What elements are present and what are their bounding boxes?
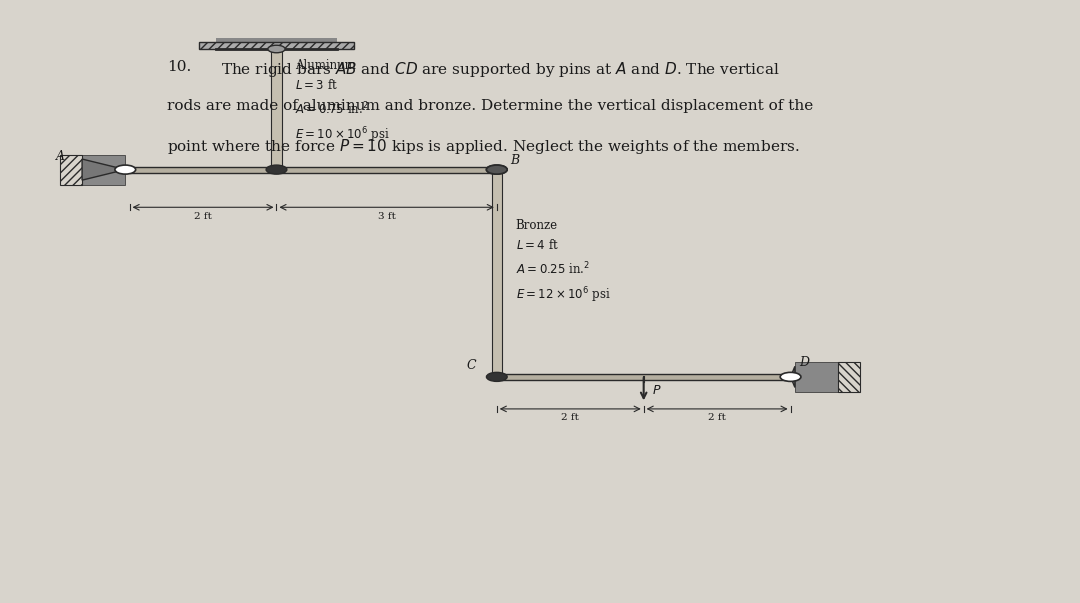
- Polygon shape: [82, 159, 125, 180]
- Text: 2 ft: 2 ft: [708, 413, 726, 422]
- FancyBboxPatch shape: [497, 374, 791, 380]
- Text: rods are made of aluminum and bronze. Determine the vertical displacement of the: rods are made of aluminum and bronze. De…: [167, 99, 813, 113]
- FancyBboxPatch shape: [130, 166, 497, 172]
- Text: The rigid bars $AB$ and $CD$ are supported by pins at $A$ and $D$. The vertical: The rigid bars $AB$ and $CD$ are support…: [221, 60, 780, 80]
- Text: 2 ft: 2 ft: [562, 413, 579, 422]
- Text: 2 ft: 2 ft: [194, 212, 212, 221]
- Polygon shape: [791, 366, 795, 388]
- Text: point where the force $P = 10$ kips is applied. Neglect the weights of the membe: point where the force $P = 10$ kips is a…: [167, 137, 800, 157]
- Circle shape: [486, 372, 508, 382]
- Text: D: D: [799, 356, 809, 368]
- Text: B: B: [510, 154, 518, 167]
- FancyBboxPatch shape: [216, 37, 337, 49]
- Text: C: C: [467, 359, 476, 372]
- Text: Aluminum
$L = 3$ ft
$A = 0.75$ in.$^2$
$E = 10 \times 10^6$ psi: Aluminum $L = 3$ ft $A = 0.75$ in.$^2$ $…: [296, 58, 390, 145]
- Circle shape: [780, 372, 801, 382]
- Text: 10.: 10.: [167, 60, 191, 74]
- FancyBboxPatch shape: [82, 154, 125, 185]
- FancyBboxPatch shape: [271, 49, 282, 169]
- Circle shape: [268, 45, 285, 52]
- Text: A: A: [56, 150, 65, 163]
- Circle shape: [486, 165, 508, 174]
- FancyBboxPatch shape: [795, 362, 838, 392]
- Text: $P$: $P$: [652, 384, 662, 397]
- Text: Bronze
$L = 4$ ft
$A = 0.25$ in.$^2$
$E = 12 \times 10^6$ psi: Bronze $L = 4$ ft $A = 0.25$ in.$^2$ $E …: [516, 219, 610, 305]
- Circle shape: [266, 165, 287, 174]
- Circle shape: [486, 165, 508, 174]
- FancyBboxPatch shape: [491, 169, 502, 377]
- FancyBboxPatch shape: [199, 42, 354, 49]
- Text: 3 ft: 3 ft: [378, 212, 395, 221]
- Circle shape: [114, 165, 136, 174]
